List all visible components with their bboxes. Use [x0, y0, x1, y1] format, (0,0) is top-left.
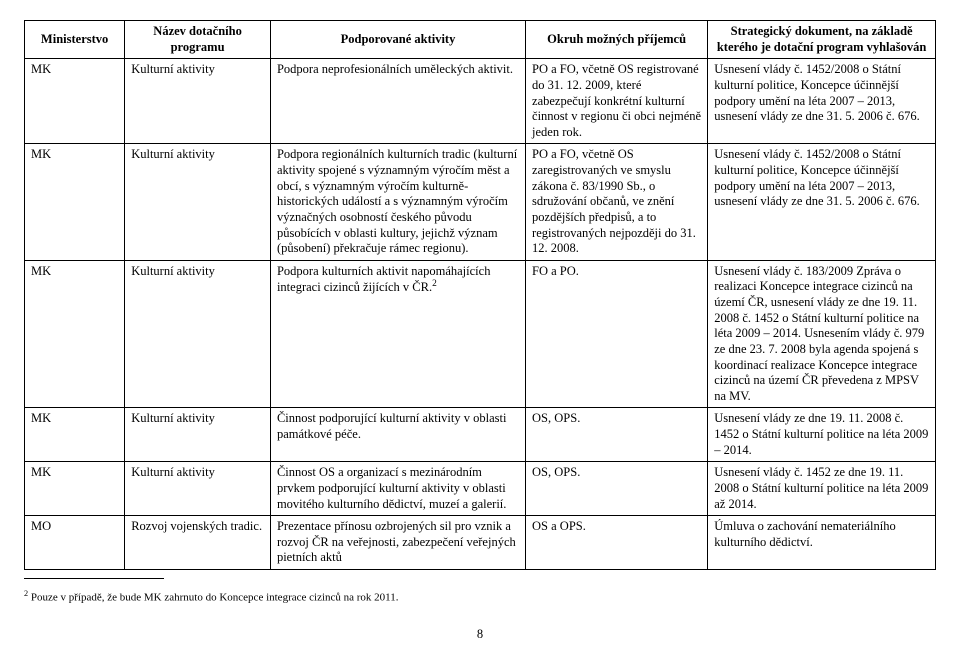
cell-okruh-prijemcu: FO a PO.	[526, 260, 708, 408]
cell-ministerstvo: MK	[25, 260, 125, 408]
page-number: 8	[24, 627, 936, 642]
table-row: MKKulturní aktivityČinnost OS a organiza…	[25, 462, 936, 516]
cell-podporovane-aktivity: Podpora regionálních kulturních tradic (…	[270, 144, 525, 260]
table-row: MKKulturní aktivityPodpora regionálních …	[25, 144, 936, 260]
table-row: MKKulturní aktivityČinnost podporující k…	[25, 408, 936, 462]
cell-ministerstvo: MK	[25, 59, 125, 144]
table-header-row: Ministerstvo Název dotačního programu Po…	[25, 21, 936, 59]
cell-podporovane-aktivity: Podpora kulturních aktivit napomáhajícíc…	[270, 260, 525, 408]
table-row: MORozvoj vojenských tradic.Prezentace př…	[25, 516, 936, 570]
col-okruh-prijemcu: Okruh možných příjemců	[526, 21, 708, 59]
footnote-text: Pouze v případě, že bude MK zahrnuto do …	[28, 592, 398, 604]
cell-okruh-prijemcu: PO a FO, včetně OS zaregistrovaných ve s…	[526, 144, 708, 260]
cell-ministerstvo: MK	[25, 144, 125, 260]
cell-nazev-programu: Kulturní aktivity	[125, 408, 271, 462]
col-strategicky-dokument: Strategický dokument, na základě kterého…	[708, 21, 936, 59]
grants-table: Ministerstvo Název dotačního programu Po…	[24, 20, 936, 570]
cell-ministerstvo: MO	[25, 516, 125, 570]
cell-okruh-prijemcu: OS, OPS.	[526, 408, 708, 462]
cell-strategicky-dokument: Usnesení vlády č. 1452 ze dne 19. 11. 20…	[708, 462, 936, 516]
cell-strategicky-dokument: Úmluva o zachování nemateriálního kultur…	[708, 516, 936, 570]
cell-strategicky-dokument: Usnesení vlády ze dne 19. 11. 2008 č. 14…	[708, 408, 936, 462]
cell-strategicky-dokument: Usnesení vlády č. 1452/2008 o Státní kul…	[708, 59, 936, 144]
cell-nazev-programu: Rozvoj vojenských tradic.	[125, 516, 271, 570]
cell-nazev-programu: Kulturní aktivity	[125, 462, 271, 516]
cell-ministerstvo: MK	[25, 462, 125, 516]
cell-okruh-prijemcu: OS, OPS.	[526, 462, 708, 516]
cell-nazev-programu: Kulturní aktivity	[125, 260, 271, 408]
cell-podporovane-aktivity: Činnost podporující kulturní aktivity v …	[270, 408, 525, 462]
cell-okruh-prijemcu: OS a OPS.	[526, 516, 708, 570]
col-nazev-programu: Název dotačního programu	[125, 21, 271, 59]
col-ministerstvo: Ministerstvo	[25, 21, 125, 59]
cell-ministerstvo: MK	[25, 408, 125, 462]
cell-podporovane-aktivity: Podpora neprofesionálních uměleckých akt…	[270, 59, 525, 144]
cell-strategicky-dokument: Usnesení vlády č. 183/2009 Zpráva o real…	[708, 260, 936, 408]
cell-nazev-programu: Kulturní aktivity	[125, 59, 271, 144]
cell-nazev-programu: Kulturní aktivity	[125, 144, 271, 260]
footnote-separator	[24, 578, 164, 579]
table-row: MKKulturní aktivityPodpora neprofesionál…	[25, 59, 936, 144]
cell-podporovane-aktivity: Činnost OS a organizací s mezinárodním p…	[270, 462, 525, 516]
col-podporovane-aktivity: Podporované aktivity	[270, 21, 525, 59]
cell-strategicky-dokument: Usnesení vlády č. 1452/2008 o Státní kul…	[708, 144, 936, 260]
cell-podporovane-aktivity: Prezentace přínosu ozbrojených sil pro v…	[270, 516, 525, 570]
table-row: MKKulturní aktivityPodpora kulturních ak…	[25, 260, 936, 408]
footnote: 2 Pouze v případě, že bude MK zahrnuto d…	[24, 589, 936, 605]
cell-okruh-prijemcu: PO a FO, včetně OS registrované do 31. 1…	[526, 59, 708, 144]
